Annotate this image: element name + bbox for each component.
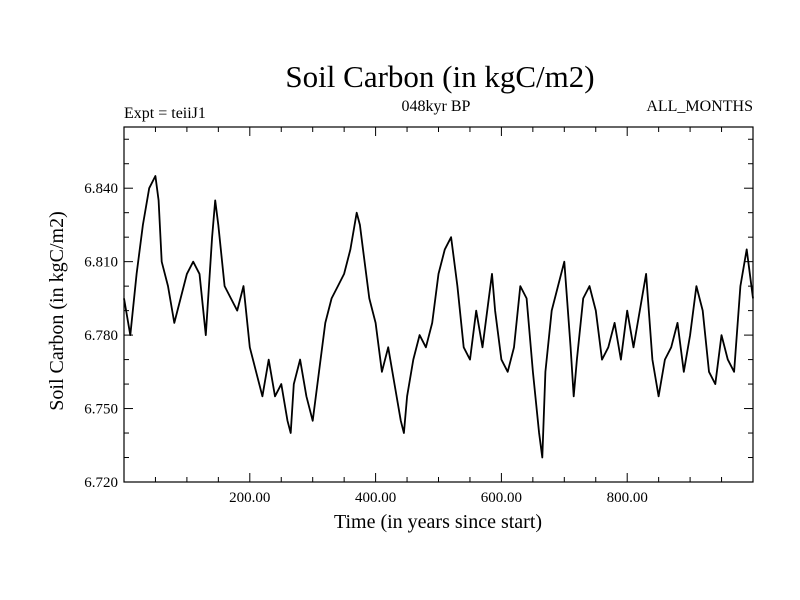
- period-label: 048kyr BP: [402, 98, 471, 115]
- x-tick-label: 600.00: [481, 490, 522, 506]
- plot-frame: [123, 126, 754, 483]
- y-tick-label: 6.750: [84, 402, 118, 418]
- x-axis-label: Time (in years since start): [334, 511, 542, 533]
- plot-area: 200.00 400.00 600.00 800.00 6.720 6.750 6.780 6…: [84, 126, 754, 506]
- chart-title: Soil Carbon (in kgC/m2): [285, 59, 594, 94]
- x-tick-label: 800.00: [607, 490, 648, 506]
- x-tick-label: 200.00: [229, 490, 270, 506]
- y-tick-label: 6.720: [84, 475, 118, 491]
- experiment-label: Expt = teiiJ1: [124, 105, 206, 122]
- y-tick-label: 6.840: [84, 181, 118, 197]
- y-tick-label: 6.810: [84, 255, 118, 271]
- y-axis-label: Soil Carbon (in kgC/m2): [46, 211, 68, 410]
- y-tick-label: 6.780: [84, 328, 118, 344]
- months-label: ALL_MONTHS: [646, 98, 753, 115]
- x-tick-label: 400.00: [355, 490, 396, 506]
- series-line-1: [123, 175, 754, 459]
